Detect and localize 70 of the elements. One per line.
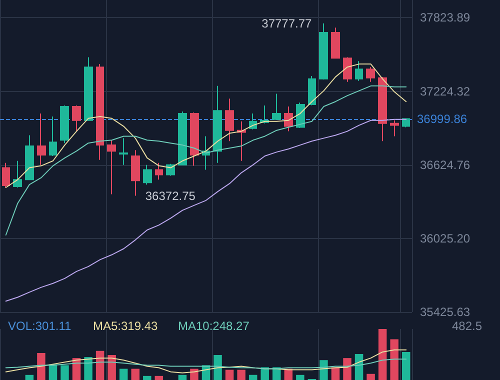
candlestick xyxy=(355,60,363,82)
bar xyxy=(390,339,398,380)
candlestick xyxy=(319,22,328,80)
y-tick-label: 37823.89 xyxy=(420,10,470,25)
line-series xyxy=(5,85,407,236)
annotation: MA10:248.27 xyxy=(178,319,250,333)
annotation: VOL:301.11 xyxy=(8,319,72,333)
candlestick xyxy=(131,150,140,196)
bar xyxy=(225,370,234,380)
y-tick-label: 36025.20 xyxy=(420,231,470,246)
bar xyxy=(402,352,410,380)
bar xyxy=(343,358,352,380)
candlestick xyxy=(37,113,46,166)
text: 482.5 xyxy=(452,319,482,333)
bar xyxy=(119,368,128,380)
annotation: MA5:319.43 xyxy=(93,319,158,333)
bar xyxy=(190,368,198,380)
annotation: 36372.75 xyxy=(145,188,196,203)
y-tick-label: 35425.63 xyxy=(420,305,470,319)
candlestick xyxy=(60,105,69,144)
bar xyxy=(378,329,387,380)
candlestick xyxy=(25,134,34,180)
bar xyxy=(84,357,92,380)
bar xyxy=(237,370,246,380)
bar xyxy=(320,360,328,380)
candlestick xyxy=(119,138,128,166)
candlestick xyxy=(107,140,116,195)
annotation: 37777.77 xyxy=(262,16,312,30)
candlestick xyxy=(378,76,387,142)
candlestick xyxy=(308,75,316,106)
y-tick-label: 37224.32 xyxy=(420,84,470,98)
candlestick xyxy=(402,118,410,128)
bar xyxy=(260,367,269,380)
bar xyxy=(37,352,46,380)
bar xyxy=(48,364,58,380)
bar xyxy=(366,374,375,380)
line-series xyxy=(5,64,407,188)
candlestick xyxy=(366,66,375,82)
candlestick xyxy=(284,106,293,132)
bar xyxy=(154,376,164,380)
bar xyxy=(143,376,152,380)
bar xyxy=(178,374,187,380)
candlestick xyxy=(13,160,22,188)
bar xyxy=(96,350,104,380)
bar xyxy=(108,355,116,380)
bar xyxy=(25,374,34,380)
candlestick xyxy=(190,112,199,166)
candlestick xyxy=(155,162,163,180)
ref-line-label: 36999.86 xyxy=(417,112,468,126)
candlestick xyxy=(390,120,399,137)
candlestick xyxy=(225,98,234,142)
candlestick xyxy=(213,85,222,164)
bar xyxy=(214,355,222,380)
candlestick xyxy=(96,64,104,160)
bar xyxy=(331,367,340,380)
y-tick-label: 36624.76 xyxy=(420,158,470,172)
candlestick xyxy=(343,56,352,82)
bar xyxy=(296,374,304,380)
candlestick xyxy=(2,162,10,188)
candlestick xyxy=(84,56,93,121)
candlestick xyxy=(72,105,81,132)
line-series xyxy=(5,118,407,302)
candlestick xyxy=(331,27,340,60)
candlestick xyxy=(272,93,281,121)
candlestick xyxy=(49,116,57,156)
candlestick xyxy=(143,164,152,186)
bar xyxy=(131,368,140,380)
candlestick xyxy=(178,111,187,166)
bar xyxy=(248,374,258,380)
bar xyxy=(60,365,69,380)
